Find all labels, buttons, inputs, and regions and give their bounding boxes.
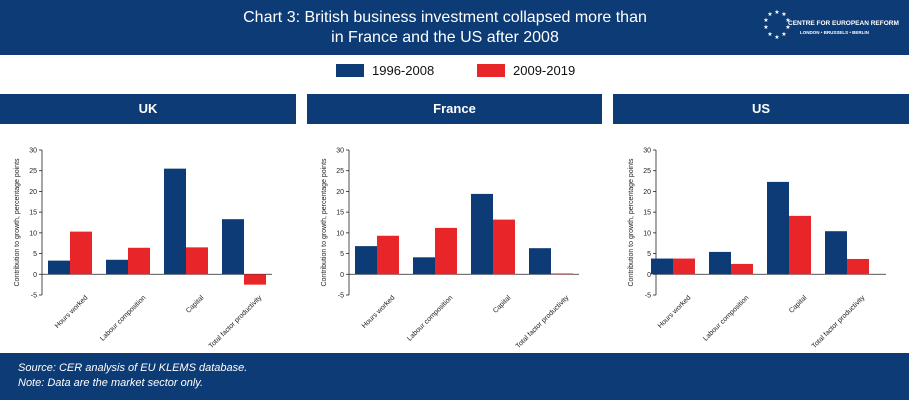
legend-label-2009-2019: 2009-2019 <box>513 63 576 78</box>
eu-stars-icon: ★ ★ ★ ★ ★ ★ ★ ★ ★ ★ <box>763 9 790 41</box>
us-bar-2009-2019 <box>789 215 811 275</box>
us-category-label: Labour composition <box>702 294 750 342</box>
legend-swatch-2009-2019 <box>477 64 505 77</box>
uk-bar-2009-2019 <box>186 247 208 275</box>
cer-logo: ★ ★ ★ ★ ★ ★ ★ ★ ★ ★ CENTRE FOR EUROPEAN … <box>762 8 902 46</box>
panel-header-us: US <box>613 94 909 124</box>
svg-text:★: ★ <box>785 17 790 24</box>
svg-text:★: ★ <box>767 11 772 18</box>
uk-bar-2009-2019 <box>128 247 150 275</box>
svg-text:★: ★ <box>763 24 768 31</box>
uk-category-label: Labour composition <box>99 294 147 342</box>
france-y-axis-title: Contribution to growth, percentage point… <box>321 158 328 287</box>
france-y-tick-label: 5 <box>340 251 344 258</box>
us-y-tick-label: 10 <box>643 230 651 237</box>
svg-text:★: ★ <box>781 11 786 18</box>
svg-text:★: ★ <box>774 9 779 16</box>
chart-title-line2: in France and the US after 2008 <box>331 29 559 46</box>
us-category-label: Capital <box>788 294 809 315</box>
uk-y-tick-label: 25 <box>29 168 37 175</box>
france-bar-2009-2019 <box>493 219 515 275</box>
uk-y-tick-label: 10 <box>29 230 37 237</box>
uk-y-axis-title: Contribution to growth, percentage point… <box>14 158 21 287</box>
france-bar-1996-2008 <box>529 248 551 275</box>
chart-title: Chart 3: British business investment col… <box>150 8 740 48</box>
france-y-tick-label: 15 <box>336 210 344 217</box>
footer-note: Note: Data are the market sector only. <box>18 377 204 389</box>
uk-category-label: Capital <box>185 294 206 315</box>
panel-header-france: France <box>307 94 602 124</box>
us-category-label: Total factor productivity <box>811 294 867 350</box>
us-y-tick-label: 30 <box>643 148 651 155</box>
france-category-label: Total factor productivity <box>515 294 571 350</box>
france-y-tick-label: 0 <box>340 272 344 279</box>
us-y-tick-label: 20 <box>643 189 651 196</box>
legend-swatch-1996-2008 <box>336 64 364 77</box>
uk-category-label: Total factor productivity <box>208 294 264 350</box>
footer-source: Source: CER analysis of EU KLEMS databas… <box>18 362 248 374</box>
uk-bar-1996-2008 <box>106 259 128 275</box>
uk-bar-1996-2008 <box>164 168 186 275</box>
france-bar-2009-2019 <box>377 235 399 275</box>
france-bar-2009-2019 <box>551 273 573 275</box>
uk-bar-2009-2019 <box>244 274 266 285</box>
us-bar-2009-2019 <box>847 258 869 275</box>
uk-category-label: Hours worked <box>54 294 90 330</box>
us-bar-1996-2008 <box>825 231 847 275</box>
us-y-axis-title: Contribution to growth, percentage point… <box>628 158 635 287</box>
svg-text:★: ★ <box>763 17 768 24</box>
legend-label-1996-2008: 1996-2008 <box>372 63 435 78</box>
legend: 1996-2008 2009-2019 <box>0 60 909 82</box>
france-category-label: Capital <box>492 294 513 315</box>
us-y-tick-label: 15 <box>643 210 651 217</box>
chart-title-line1: Chart 3: British business investment col… <box>243 9 647 26</box>
france-y-tick-label: 10 <box>336 230 344 237</box>
logo-subtitle: LONDON • BRUSSELS • BERLIN <box>800 30 869 35</box>
us-bar-1996-2008 <box>709 251 731 275</box>
france-y-tick-label: 20 <box>336 189 344 196</box>
france-bar-2009-2019 <box>435 227 457 275</box>
svg-text:★: ★ <box>774 34 779 41</box>
uk-y-tick-label: 20 <box>29 189 37 196</box>
uk-bar-1996-2008 <box>48 260 70 275</box>
uk-y-tick-label: 30 <box>29 148 37 155</box>
us-y-tick-label: 25 <box>643 168 651 175</box>
us-y-tick-label: 5 <box>647 251 651 258</box>
us-bar-2009-2019 <box>731 263 753 275</box>
us-bar-1996-2008 <box>651 258 673 275</box>
us-bar-1996-2008 <box>767 181 789 275</box>
chart-header: Chart 3: British business investment col… <box>0 0 909 55</box>
france-bar-1996-2008 <box>355 246 377 275</box>
uk-bar-1996-2008 <box>222 219 244 275</box>
uk-y-tick-label: 0 <box>33 272 37 279</box>
uk-y-tick-label: 5 <box>33 251 37 258</box>
us-category-label: Hours worked <box>657 294 693 330</box>
france-y-tick-label: 25 <box>336 168 344 175</box>
us-bar-2009-2019 <box>673 258 695 275</box>
france-y-tick-label: -5 <box>338 293 344 300</box>
svg-text:★: ★ <box>781 31 786 38</box>
france-bar-1996-2008 <box>471 193 493 275</box>
uk-y-tick-label: 15 <box>29 210 37 217</box>
uk-bar-2009-2019 <box>70 231 92 275</box>
chart-footer: Source: CER analysis of EU KLEMS databas… <box>0 353 909 400</box>
uk-y-tick-label: -5 <box>31 293 37 300</box>
us-y-tick-label: 0 <box>647 272 651 279</box>
svg-text:★: ★ <box>767 31 772 38</box>
france-y-tick-label: 30 <box>336 148 344 155</box>
france-category-label: Hours worked <box>361 294 397 330</box>
panel-header-uk: UK <box>0 94 296 124</box>
logo-name: CENTRE FOR EUROPEAN REFORM <box>788 20 899 27</box>
france-bar-1996-2008 <box>413 257 435 275</box>
us-y-tick-label: -5 <box>645 293 651 300</box>
france-category-label: Labour composition <box>406 294 454 342</box>
svg-text:★: ★ <box>785 24 790 31</box>
